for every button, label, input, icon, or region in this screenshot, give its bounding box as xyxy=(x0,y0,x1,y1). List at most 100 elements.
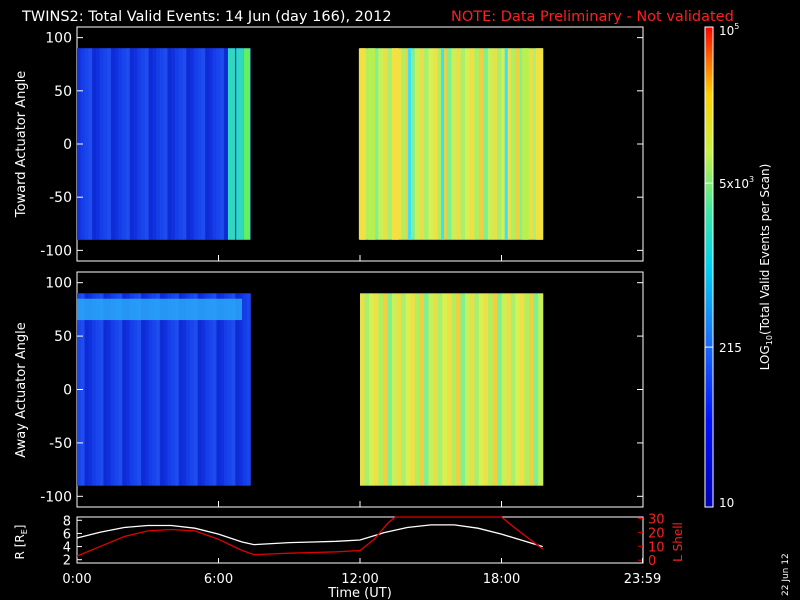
bright-column xyxy=(358,48,366,240)
radius-ylabel-text: R [R xyxy=(13,534,27,559)
colorbar-label: LOG10(Total Valid Events per Scan) xyxy=(758,164,774,371)
colorbar-label-rest: (Total Valid Events per Scan) xyxy=(758,164,772,335)
spectrogram-column xyxy=(506,48,512,240)
spectrogram-column xyxy=(129,48,135,240)
spectrogram-column xyxy=(437,293,443,486)
bright-column xyxy=(368,48,376,240)
radius-tick-label: 2 xyxy=(63,554,71,569)
spectrogram-column xyxy=(205,48,210,240)
spectrogram-column xyxy=(455,48,462,240)
spectrogram-column xyxy=(414,293,420,486)
time-xlabel: Time (UT) xyxy=(327,586,392,600)
away-heatmap xyxy=(77,293,544,486)
spectrogram-column xyxy=(451,48,457,240)
spectrogram-column xyxy=(171,293,176,486)
spectrogram-column xyxy=(174,48,180,240)
spectrogram-column xyxy=(519,293,525,486)
spectrogram-column xyxy=(451,293,457,486)
colorbar-tick-sup: 3 xyxy=(749,175,754,184)
spectrogram-column xyxy=(474,48,480,240)
spectrogram-column xyxy=(84,48,89,240)
spectrogram-column xyxy=(460,48,466,240)
lshell-ylabel: L Shell xyxy=(671,522,685,562)
spectrogram-column xyxy=(364,293,370,486)
spectrogram-column xyxy=(167,48,172,240)
spectrogram-column xyxy=(497,48,503,240)
time-tick-label: 18:00 xyxy=(483,572,520,587)
spectrogram-column xyxy=(137,48,142,240)
ytick-label: 100 xyxy=(45,31,72,47)
spectrogram-column xyxy=(144,48,150,240)
spectrogram-column xyxy=(156,293,161,486)
spectrogram-column xyxy=(223,293,229,486)
lshell-tick-label: 0 xyxy=(648,554,656,569)
spectrogram-column xyxy=(159,48,165,240)
spectrogram-column xyxy=(156,48,161,240)
ytick-label: 0 xyxy=(63,137,72,153)
spectrogram-column xyxy=(99,293,104,486)
spectrogram-column xyxy=(122,48,127,240)
spectrogram-column xyxy=(410,48,416,240)
preliminary-note: NOTE: Data Preliminary - Not validated xyxy=(451,9,734,25)
spectrogram-column xyxy=(141,293,146,486)
spectrogram-column xyxy=(186,293,191,486)
spectrogram-column xyxy=(373,48,379,240)
spectrogram-column xyxy=(387,48,393,240)
spectrogram-column xyxy=(88,48,93,240)
spectrogram-column xyxy=(487,293,494,486)
spectrogram-column xyxy=(510,48,516,240)
spectrogram-column xyxy=(216,48,221,240)
spectrogram-column xyxy=(197,48,202,240)
spectrogram-column xyxy=(205,293,210,486)
spectrogram-column xyxy=(148,48,153,240)
spectrogram-column xyxy=(387,293,393,486)
ytick-label: 50 xyxy=(54,84,72,100)
spectrogram-column xyxy=(84,293,89,486)
spectrogram-column xyxy=(510,293,516,486)
spectrogram-column xyxy=(401,48,407,240)
toward-ylabel: Toward Actuator Angle xyxy=(14,71,29,218)
spectrogram-column xyxy=(107,48,112,240)
spectrogram-column xyxy=(396,48,402,240)
ytick-label: 100 xyxy=(45,276,72,292)
spectrogram-column xyxy=(152,293,157,486)
spectrogram-column xyxy=(419,48,425,240)
ytick-label: -100 xyxy=(40,489,72,505)
spectrogram-column xyxy=(483,48,489,240)
spectrogram-column xyxy=(152,48,157,240)
colorbar-tick-label: 10 xyxy=(719,496,734,510)
spectrogram-column xyxy=(114,48,119,240)
spectrogram-column xyxy=(405,293,411,486)
spectrogram-column xyxy=(246,293,251,486)
bright-column xyxy=(408,48,412,240)
spectrogram-column xyxy=(227,293,232,486)
spectrogram-column xyxy=(190,48,195,240)
spectrogram-column xyxy=(401,293,407,486)
bright-column xyxy=(521,48,529,240)
spectrogram-column xyxy=(433,48,439,240)
spectrogram-column xyxy=(110,293,116,486)
spectrogram-column xyxy=(223,48,229,240)
spectrogram-column xyxy=(515,48,521,240)
spectrogram-column xyxy=(220,48,225,240)
spectrogram-column xyxy=(216,293,221,486)
spectrogram-column xyxy=(423,48,430,240)
spectrogram-column xyxy=(201,293,206,486)
spectrogram-column xyxy=(369,293,375,486)
lshell-tick-label: 10 xyxy=(648,540,665,555)
colorbar-tick-text: 5x10 xyxy=(719,177,749,191)
spectrogram-column xyxy=(533,293,539,486)
bright-column xyxy=(441,48,445,240)
spectrogram-column xyxy=(171,48,176,240)
spectrogram-column xyxy=(129,293,135,486)
radius-ylabel-end: ] xyxy=(13,525,27,530)
toward-axis-ticks: 100 50 0 -50 -100 xyxy=(40,31,644,261)
spectrogram-column xyxy=(208,48,214,240)
spectrogram-column xyxy=(428,293,434,486)
radius-tick-label: 4 xyxy=(63,541,71,556)
spectrogram-column xyxy=(492,48,498,240)
spectrogram-column xyxy=(442,293,448,486)
spectrogram-column xyxy=(197,293,202,486)
spectrogram-column xyxy=(88,293,93,486)
spectrogram-column xyxy=(92,48,97,240)
